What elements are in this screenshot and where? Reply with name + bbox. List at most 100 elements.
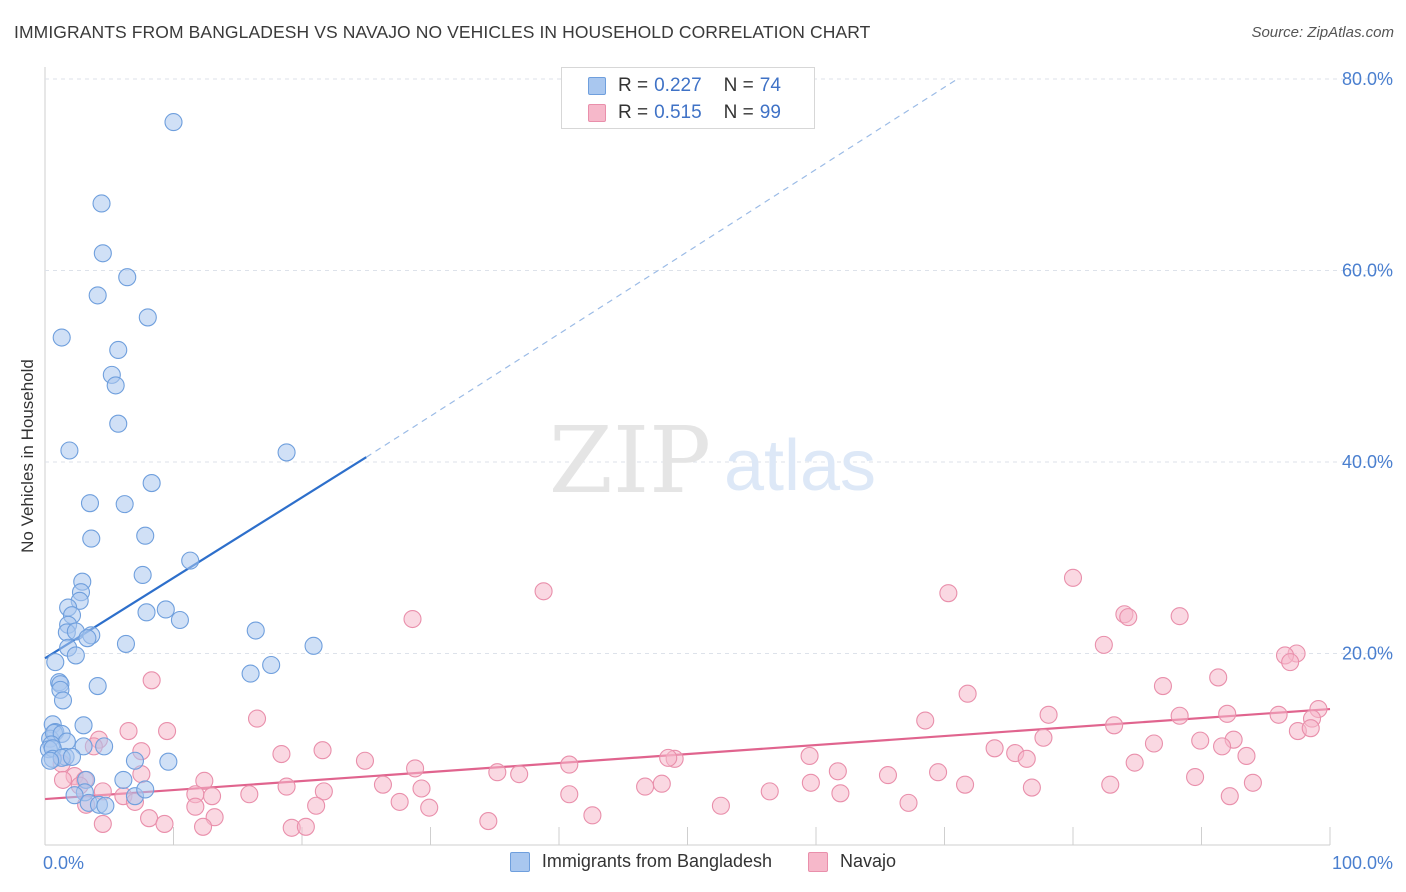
point-navajo — [1237, 746, 1256, 766]
point-navajo — [636, 777, 655, 796]
point-navajo — [1105, 716, 1124, 735]
point-navajo — [277, 777, 296, 796]
y-tick-label: 80.0% — [1342, 69, 1393, 89]
point-bangladesh — [133, 565, 152, 585]
point-navajo — [307, 796, 326, 815]
n-value: 99 — [759, 102, 781, 123]
pink-swatch — [588, 104, 606, 122]
n-label: N = — [723, 75, 754, 96]
point-bangladesh — [109, 340, 128, 360]
r-value: 0.515 — [654, 102, 702, 123]
point-navajo — [956, 775, 975, 794]
point-navajo — [534, 582, 553, 601]
point-navajo — [1101, 775, 1120, 794]
n-value: 74 — [759, 75, 781, 96]
point-bangladesh — [125, 751, 144, 770]
grid-layer — [44, 67, 1392, 846]
point-bangladesh — [62, 747, 82, 766]
point-bangladesh — [74, 716, 93, 735]
point-bangladesh — [262, 655, 281, 675]
point-navajo — [479, 812, 498, 831]
point-navajo — [800, 746, 819, 766]
point-navajo — [313, 741, 332, 760]
legend-item-navajo: Navajo — [808, 851, 896, 872]
point-navajo — [831, 784, 850, 803]
point-navajo — [801, 773, 820, 792]
stats-legend: R = 0.227 N = 74 R = 0.515 N = 99 — [561, 67, 815, 129]
stats-row-navajo: R = 0.515 N = 99 — [588, 100, 781, 126]
y-tick-label: 20.0% — [1342, 644, 1393, 664]
point-navajo — [1209, 668, 1228, 687]
trendline-bangladesh-extension — [365, 78, 958, 458]
legend-label: Immigrants from Bangladesh — [541, 851, 773, 871]
point-bangladesh — [88, 286, 107, 305]
point-bangladesh — [170, 610, 189, 630]
point-navajo — [1218, 704, 1237, 723]
point-bangladesh — [246, 621, 265, 640]
point-navajo — [296, 817, 315, 836]
point-bangladesh — [46, 653, 65, 672]
point-bangladesh — [116, 634, 136, 653]
point-navajo — [760, 782, 779, 801]
point-navajo — [1125, 753, 1144, 772]
y-axis-label: No Vehicles in Household — [18, 359, 37, 553]
point-navajo — [1094, 635, 1113, 654]
watermark-atlas: atlas — [724, 426, 876, 506]
point-navajo — [939, 584, 958, 603]
point-navajo — [1281, 653, 1300, 672]
point-bangladesh — [181, 551, 200, 570]
point-bangladesh — [241, 664, 260, 683]
point-bangladesh — [136, 780, 155, 799]
point-bangladesh — [277, 443, 296, 462]
blue-swatch — [509, 851, 530, 872]
point-navajo — [247, 709, 267, 728]
stats-row-bangladesh: R = 0.227 N = 74 — [588, 73, 781, 99]
chart-title: IMMIGRANTS FROM BANGLADESH VS NAVAJO NO … — [14, 22, 871, 42]
point-navajo — [1119, 608, 1138, 627]
y-tick-label: 40.0% — [1342, 452, 1393, 472]
point-navajo — [140, 809, 159, 828]
point-bangladesh — [95, 737, 114, 756]
point-navajo — [406, 759, 425, 778]
watermark-zip: ZIP — [549, 407, 711, 514]
point-bangladesh — [52, 328, 71, 347]
point-navajo — [1213, 737, 1232, 756]
point-bangladesh — [96, 796, 115, 815]
point-navajo — [1186, 767, 1205, 787]
point-navajo — [195, 771, 214, 790]
legend-item-bangladesh: Immigrants from Bangladesh — [509, 851, 773, 872]
point-bangladesh — [156, 600, 175, 619]
point-bangladesh — [142, 474, 161, 493]
blue-swatch — [588, 77, 606, 95]
point-navajo — [1063, 568, 1083, 587]
point-navajo — [53, 770, 73, 789]
y-tick-label: 60.0% — [1342, 261, 1393, 281]
point-bangladesh — [109, 414, 128, 433]
point-navajo — [420, 798, 439, 817]
point-navajo — [355, 751, 375, 770]
point-bangladesh — [82, 529, 101, 548]
source-label: Source: ZipAtlas.com — [1251, 24, 1394, 41]
point-navajo — [186, 797, 205, 816]
point-bangladesh — [159, 752, 178, 771]
series-legend: Immigrants from Bangladesh Navajo — [0, 851, 1406, 872]
point-navajo — [412, 779, 431, 798]
point-navajo — [1144, 734, 1164, 753]
r-value: 0.227 — [654, 75, 702, 96]
point-navajo — [878, 766, 898, 785]
point-bangladesh — [41, 751, 60, 770]
point-navajo — [93, 814, 112, 833]
point-bangladesh — [115, 495, 134, 514]
point-navajo — [929, 763, 948, 782]
trendline-bangladesh — [44, 456, 367, 660]
point-navajo — [1170, 607, 1189, 626]
point-navajo — [828, 762, 847, 781]
point-bangladesh — [65, 786, 84, 805]
point-bangladesh — [53, 691, 73, 710]
point-bangladesh — [74, 737, 93, 756]
point-bangladesh — [137, 603, 156, 622]
point-bangladesh — [93, 244, 112, 263]
point-navajo — [390, 792, 409, 811]
points-layer — [39, 113, 1328, 837]
